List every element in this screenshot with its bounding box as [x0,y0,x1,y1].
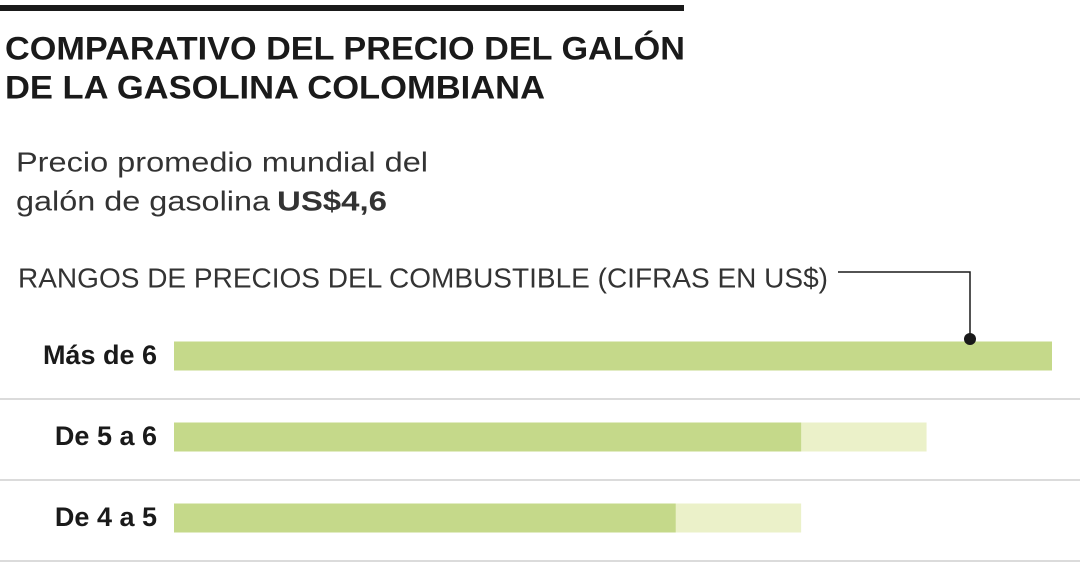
callout-line [838,271,971,339]
chart-title: DE LA GASOLINA COLOMBIANA [5,69,545,105]
subtitle-value: US$4,6 [277,185,387,216]
subtitle: galón de gasolina [16,185,270,216]
chart-title: COMPARATIVO DEL PRECIO DEL GALÓN [5,30,685,66]
bar [174,422,802,452]
category-label: Más de 6 [43,340,157,370]
subtitle: Precio promedio mundial del [16,146,428,177]
category-label: De 4 a 5 [55,502,157,532]
category-label: De 5 a 6 [55,421,157,451]
callout-dot [964,333,976,345]
bar [174,341,1052,371]
bar [174,503,676,533]
top-rule [0,5,684,11]
axis-label: RANGOS DE PRECIOS DEL COMBUSTIBLE (CIFRA… [18,262,828,293]
